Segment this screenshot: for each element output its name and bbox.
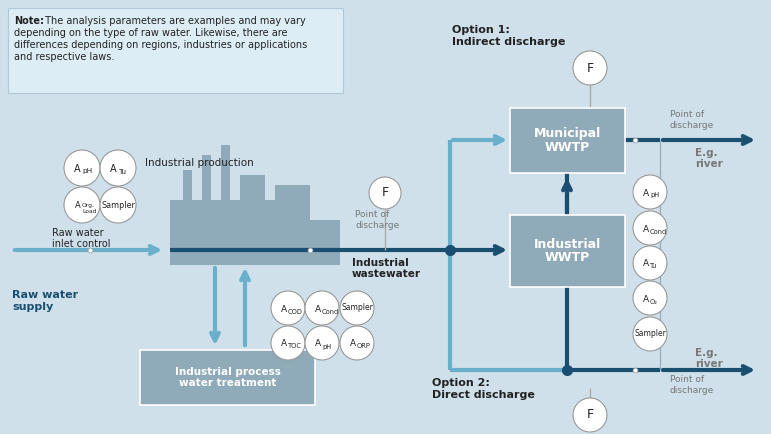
Text: E.g.: E.g.: [695, 348, 718, 358]
Text: Point of: Point of: [670, 110, 704, 119]
Text: Tu: Tu: [650, 263, 657, 270]
Text: water treatment: water treatment: [179, 378, 276, 388]
Text: A: A: [643, 224, 649, 233]
Text: Industrial: Industrial: [352, 258, 409, 268]
Text: The analysis parameters are examples and may vary: The analysis parameters are examples and…: [42, 16, 306, 26]
Text: pH: pH: [650, 193, 659, 198]
Text: Sampler: Sampler: [634, 329, 666, 339]
Text: Point of: Point of: [355, 210, 389, 219]
Circle shape: [340, 291, 374, 325]
FancyBboxPatch shape: [510, 108, 625, 173]
Text: WWTP: WWTP: [545, 141, 590, 154]
Circle shape: [633, 281, 667, 315]
Circle shape: [573, 51, 607, 85]
Text: river: river: [695, 159, 722, 169]
Text: Option 2:: Option 2:: [432, 378, 490, 388]
Text: differences depending on regions, industries or applications: differences depending on regions, indust…: [14, 40, 308, 50]
Text: Cond: Cond: [650, 228, 667, 234]
Text: O₂: O₂: [650, 299, 658, 305]
Text: depending on the type of raw water. Likewise, there are: depending on the type of raw water. Like…: [14, 28, 288, 38]
Circle shape: [305, 291, 339, 325]
Text: discharge: discharge: [670, 386, 714, 395]
Text: river: river: [695, 359, 722, 369]
Text: A: A: [315, 339, 321, 349]
Text: wastewater: wastewater: [352, 269, 421, 279]
Text: Raw water: Raw water: [52, 228, 103, 238]
Circle shape: [271, 326, 305, 360]
Text: pH: pH: [82, 168, 92, 174]
Text: F: F: [382, 187, 389, 200]
Circle shape: [100, 187, 136, 223]
Text: Option 1:: Option 1:: [452, 25, 510, 35]
Circle shape: [305, 326, 339, 360]
Polygon shape: [170, 145, 340, 265]
Text: A: A: [315, 305, 321, 313]
Circle shape: [64, 150, 100, 186]
Text: COD: COD: [288, 309, 303, 315]
Text: Tu: Tu: [118, 168, 126, 174]
Text: A: A: [643, 188, 649, 197]
Text: pH: pH: [322, 343, 331, 349]
Text: inlet control: inlet control: [52, 239, 110, 249]
Circle shape: [573, 398, 607, 432]
Text: discharge: discharge: [670, 121, 714, 130]
Text: WWTP: WWTP: [545, 251, 590, 264]
Text: A: A: [74, 164, 81, 174]
Text: Raw water: Raw water: [12, 290, 78, 300]
Text: A: A: [643, 295, 649, 303]
Circle shape: [633, 211, 667, 245]
Text: A: A: [76, 201, 81, 210]
Text: Direct discharge: Direct discharge: [432, 390, 535, 400]
Text: discharge: discharge: [355, 221, 399, 230]
Text: Sampler: Sampler: [341, 303, 373, 312]
Text: Municipal: Municipal: [534, 127, 601, 140]
Circle shape: [64, 187, 100, 223]
FancyBboxPatch shape: [140, 350, 315, 405]
Circle shape: [633, 175, 667, 209]
Text: supply: supply: [12, 302, 53, 312]
Text: ORP: ORP: [357, 343, 371, 349]
Text: Sampler: Sampler: [101, 201, 135, 210]
FancyBboxPatch shape: [8, 8, 343, 93]
Circle shape: [633, 246, 667, 280]
Text: Cond: Cond: [322, 309, 339, 315]
Text: F: F: [587, 62, 594, 75]
Text: and respective laws.: and respective laws.: [14, 52, 114, 62]
Text: A: A: [281, 305, 287, 313]
Circle shape: [633, 317, 667, 351]
Text: Industrial process: Industrial process: [174, 367, 281, 377]
Text: F: F: [587, 408, 594, 421]
Circle shape: [100, 150, 136, 186]
Text: Point of: Point of: [670, 375, 704, 384]
Text: Industrial: Industrial: [534, 237, 601, 250]
Text: Note:: Note:: [14, 16, 44, 26]
Text: TOC: TOC: [288, 343, 302, 349]
Text: A: A: [281, 339, 287, 349]
Text: A: A: [350, 339, 356, 349]
Circle shape: [271, 291, 305, 325]
Text: Org.
Load: Org. Load: [82, 203, 96, 214]
Circle shape: [340, 326, 374, 360]
FancyBboxPatch shape: [510, 215, 625, 287]
Text: Industrial production: Industrial production: [145, 158, 254, 168]
Text: A: A: [643, 260, 649, 269]
Circle shape: [369, 177, 401, 209]
Text: A: A: [110, 164, 117, 174]
Text: E.g.: E.g.: [695, 148, 718, 158]
Text: Indirect discharge: Indirect discharge: [452, 37, 565, 47]
